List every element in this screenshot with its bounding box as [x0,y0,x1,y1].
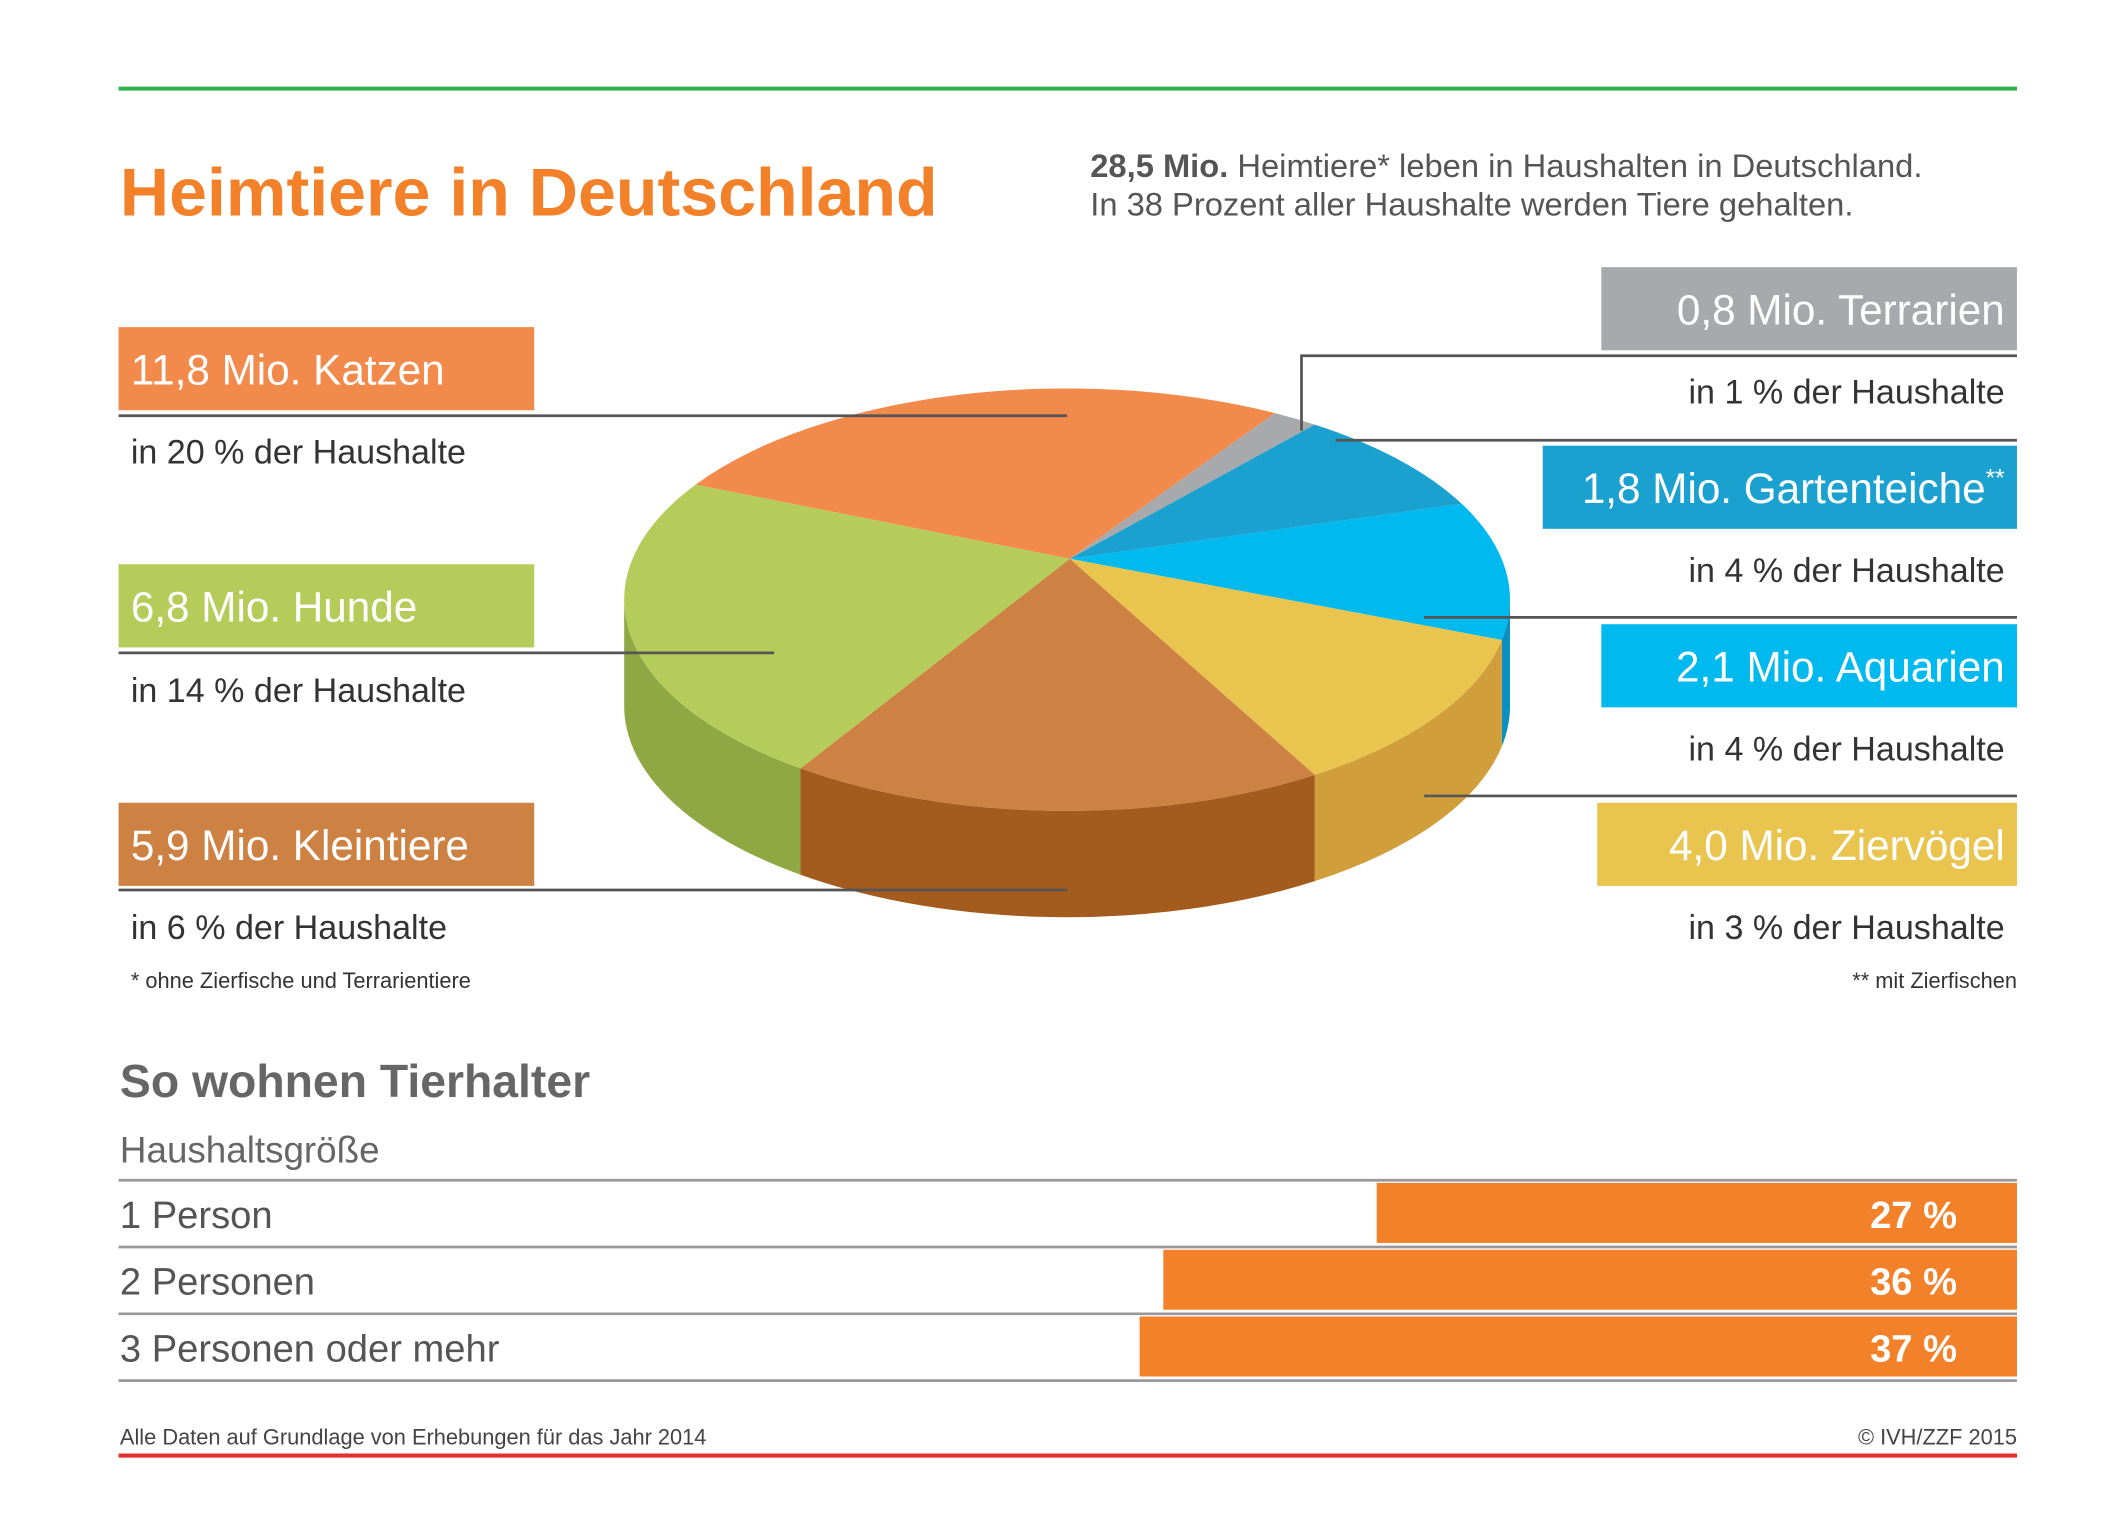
label-households-kleintiere: in 6 % der Haushalte [131,909,447,947]
leader-line-terrarien [1300,354,2017,431]
label-hunde: 6,8 Mio. Hunde in 14 % der Haushalte [118,564,775,710]
page-title: Heimtiere in Deutschland [120,154,938,230]
label-title-kleintiere: 5,9 Mio. Kleintiere [131,822,469,869]
label-box-katzen [118,327,535,411]
label-households-hunde: in 14 % der Haushalte [131,672,466,710]
label-text: 1,8 Mio. Gartenteiche [1582,465,1986,512]
label-text: 4,0 Mio. Ziervögel [1669,822,2005,869]
label-text: 6,8 Mio. Hunde [131,583,417,630]
intro-bold: 28,5 Mio. [1090,147,1228,184]
bar-value-label: 36 % [1870,1261,1957,1304]
label-aquarien: 2,1 Mio. Aquarien in 4 % der Haushalte [1424,616,2017,769]
label-box-gartenteiche [1542,445,2017,529]
footnote-right: ** mit Zierfischen [1852,968,2017,993]
bar [1139,1316,2017,1377]
pie-slice-ziervögel [1069,558,1502,775]
pie-chart [624,388,1511,918]
pie-slice-gartenteiche [1069,424,1462,559]
label-ziervögel: 4,0 Mio. Ziervögel in 3 % der Haushalte [1424,794,2017,947]
pie-side-ziervögel [1314,639,1502,882]
bar-chart: 1 Person 27 % 2 Personen 36 % 3 Personen ode… [118,1178,2017,1382]
footer-source: Alle Daten auf Grundlage von Erhebungen … [120,1425,707,1450]
bar [1376,1182,2017,1243]
intro-text: Heimtiere* leben in Haushalten in Deutsc… [1228,147,1922,184]
footer-copyright: © IVH/ZZF 2015 [1858,1425,2017,1450]
footnote-left: * ohne Zierfische und Terrarientiere [131,968,471,993]
pie-slice-hunde [624,484,1070,769]
intro-line-2: In 38 Prozent aller Haushalte werden Tie… [1090,185,1853,222]
bar-value-label: 37 % [1870,1328,1957,1371]
bar [1163,1249,2017,1310]
label-katzen: 11,8 Mio. Katzen in 20 % der Haushalte [118,327,1068,471]
pie-slice-kleintiere [800,558,1315,811]
label-households-ziervögel: in 3 % der Haushalte [1688,909,2004,947]
label-title-gartenteiche: 1,8 Mio. Gartenteiche** [1582,465,2005,512]
label-text: 5,9 Mio. Kleintiere [131,822,469,869]
intro-line-1: 28,5 Mio. Heimtiere* leben in Haushalten… [1090,147,1922,184]
label-title-hunde: 6,8 Mio. Hunde [131,583,417,630]
label-sup: ** [1986,466,2006,493]
label-kleintiere: 5,9 Mio. Kleintiere in 6 % der Haushalte [118,802,1068,947]
bar-category-label: 1 Person [120,1194,273,1237]
label-households-gartenteiche: in 4 % der Haushalte [1688,552,2004,590]
label-box-kleintiere [118,802,535,886]
label-terrarien: 0,8 Mio. Terrarien in 1 % der Haushalte [1300,267,2017,431]
label-households-aquarien: in 4 % der Haushalte [1688,731,2004,769]
label-text: 11,8 Mio. Katzen [131,346,445,393]
bar-value-label: 27 % [1870,1194,1957,1237]
label-households-katzen: in 20 % der Haushalte [131,433,466,471]
label-title-aquarien: 2,1 Mio. Aquarien [1676,643,2005,690]
label-title-ziervögel: 4,0 Mio. Ziervögel [1669,822,2005,869]
bar-header: Haushaltsgröße [120,1130,380,1171]
label-box-ziervögel [1597,802,2017,886]
label-gartenteiche: 1,8 Mio. Gartenteiche** in 4 % der Hausha… [1335,438,2017,590]
bar-category-label: 3 Personen oder mehr [120,1328,500,1371]
bar-category-label: 2 Personen [120,1261,315,1304]
pie-side-hunde [624,599,801,875]
label-title-katzen: 11,8 Mio. Katzen [131,346,445,393]
pie-side-aquarien [1501,599,1511,747]
label-box-aquarien [1601,624,2017,708]
pie-slice-aquarien [1069,503,1511,640]
pie-labels: 11,8 Mio. Katzen in 20 % der Haushalte 0,8… [118,267,2017,947]
label-households-terrarien: in 1 % der Haushalte [1688,373,2004,411]
label-text: 0,8 Mio. Terrarien [1677,286,2005,333]
pie-slice-katzen [695,388,1276,559]
label-box-terrarien [1601,267,2017,351]
pie-side-kleintiere [800,768,1315,918]
label-text: 2,1 Mio. Aquarien [1676,643,2005,690]
pie-slice-terrarien [1069,413,1315,559]
label-box-hunde [118,564,535,648]
label-title-terrarien: 0,8 Mio. Terrarien [1677,286,2005,333]
bar-section-title: So wohnen Tierhalter [120,1055,590,1107]
